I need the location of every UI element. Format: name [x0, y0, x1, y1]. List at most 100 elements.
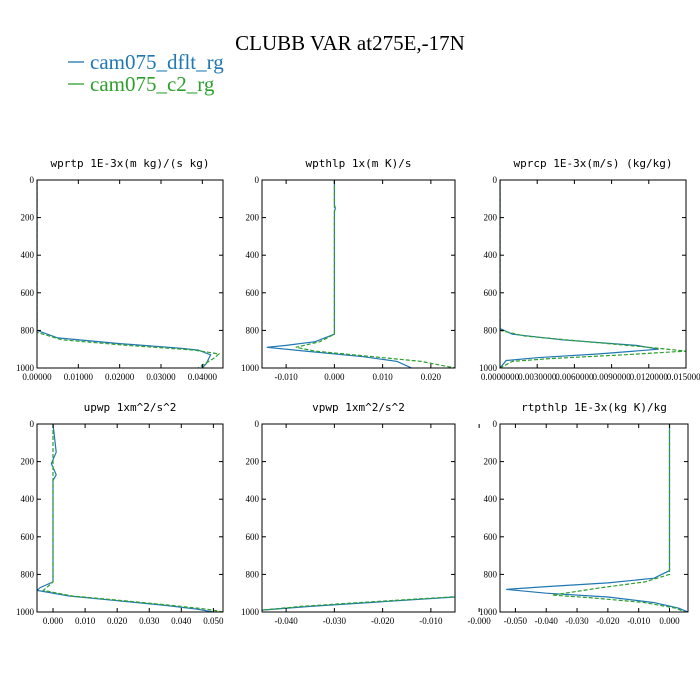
y-tick-label: 400 — [246, 250, 260, 260]
y-tick-label: 400 — [21, 494, 35, 504]
x-tick-label: -0.020 — [596, 616, 620, 626]
y-tick-label: 0 — [255, 175, 260, 185]
y-tick-label: 1000 — [16, 607, 35, 617]
y-tick-label: 200 — [246, 213, 260, 223]
y-tick-label: 200 — [21, 213, 35, 223]
x-tick-label: -0.030 — [565, 616, 589, 626]
x-tick-label: 0.0000000 — [481, 372, 520, 382]
plot-frame — [261, 423, 456, 613]
panel-title: wpthlp 1x(m K)/s — [306, 157, 412, 170]
series-line-dflt — [500, 180, 659, 368]
x-tick-label: 0.02000 — [105, 372, 135, 382]
series-line-dflt — [266, 180, 412, 368]
y-tick-label: 800 — [246, 325, 260, 335]
panel-1: wprtp 1E-3x(m kg)/(s kg) 0 200 400 600 800 100… — [16, 157, 224, 382]
plot-frame — [261, 179, 456, 369]
legend-label-dflt: cam075_dflt_rg — [90, 50, 224, 74]
y-tick-label: 1000 — [241, 607, 260, 617]
x-tick-label: 0.010 — [75, 616, 96, 626]
y-tick-label: 600 — [21, 288, 35, 298]
y-tick-label: 1000 — [16, 363, 35, 373]
x-tick-label: 0.03000 — [146, 372, 176, 382]
y-tick-label: 400 — [484, 494, 498, 504]
y-tick-label: 800 — [484, 325, 498, 335]
panel-2: wpthlp 1x(m K)/s 0 200 400 600 800 1000 -0.010 0… — [241, 157, 456, 382]
plot-frame — [499, 423, 689, 613]
x-tick-label: 0.050 — [203, 616, 224, 626]
x-tick-label: 0.000 — [43, 616, 64, 626]
y-tick-label: 600 — [246, 532, 260, 542]
panel-title: wprtp 1E-3x(m kg)/(s kg) — [51, 157, 210, 170]
y-tick-label: 0 — [493, 419, 498, 429]
y-tick-label: 1000 — [241, 363, 260, 373]
x-tick-label: -0.030 — [323, 616, 347, 626]
x-tick-label: 0.000 — [324, 372, 345, 382]
x-tick-label: 0.01000 — [64, 372, 94, 382]
y-tick-label: 800 — [21, 569, 35, 579]
x-tick-label: -0.050 — [504, 616, 528, 626]
panel-title: upwp 1xm^2/s^2 — [84, 401, 177, 414]
y-tick-label: 800 — [21, 325, 35, 335]
x-tick-label: -0.020 — [371, 616, 395, 626]
y-tick-label: 600 — [246, 288, 260, 298]
y-tick-label: 400 — [246, 494, 260, 504]
y-tick-label: 0 — [255, 419, 260, 429]
y-tick-label: 600 — [484, 288, 498, 298]
y-tick-label: 0 — [30, 419, 35, 429]
x-tick-label: 0.030 — [139, 616, 160, 626]
y-tick-label: 600 — [21, 532, 35, 542]
x-tick-label: 0.04000 — [188, 372, 218, 382]
y-tick-label: 200 — [246, 457, 260, 467]
x-tick-label: 0.0150000 — [667, 372, 700, 382]
plot-frame — [499, 179, 687, 369]
x-tick-label: 0.000 — [659, 616, 680, 626]
x-tick-label: 0.00000 — [22, 372, 52, 382]
panel-title: rtpthlp 1E-3x(kg K)/kg — [521, 401, 667, 414]
series-line-c2 — [42, 424, 223, 612]
x-tick-label: -0.040 — [535, 616, 559, 626]
plot-frame — [36, 179, 224, 369]
y-tick-label: 400 — [484, 250, 498, 260]
panel-title: wprcp 1E-3x(m/s) (kg/kg) — [514, 157, 673, 170]
y-tick-label: 800 — [484, 569, 498, 579]
series-line-dflt — [37, 424, 214, 612]
panel-grid: wprtp 1E-3x(m kg)/(s kg) 0 200 400 600 800 100… — [16, 157, 700, 626]
x-tick-label: 0.020 — [107, 616, 128, 626]
y-tick-label: 1000 — [479, 363, 498, 373]
x-tick-label: -0.000 — [468, 616, 492, 626]
x-tick-label: 0.040 — [171, 616, 192, 626]
panel-title: vpwp 1xm^2/s^2 — [312, 401, 405, 414]
x-tick-label: 0.0090000 — [592, 372, 631, 382]
x-tick-label: -0.010 — [419, 616, 443, 626]
y-tick-label: 0 — [30, 175, 35, 185]
series-line-dflt — [262, 596, 455, 611]
y-tick-label: 200 — [484, 457, 498, 467]
panel-4: upwp 1xm^2/s^2 0 200 400 600 800 1000 0.000 0.01… — [16, 401, 224, 626]
x-tick-label: 0.010 — [373, 372, 394, 382]
x-tick-label: 0.0120000 — [630, 372, 669, 382]
series-line-c2 — [500, 180, 686, 368]
figure-legend: cam075_dflt_rg cam075_c2_rg — [68, 50, 224, 96]
series-line-c2 — [37, 180, 221, 368]
panel-6: rtpthlp 1E-3x(kg K)/kg02004006008001000-… — [479, 401, 689, 626]
x-tick-label: 0.020 — [421, 372, 442, 382]
series-line-c2 — [552, 424, 686, 612]
series-line-c2 — [262, 595, 455, 611]
series-line-c2 — [295, 180, 455, 368]
panel-3: wprcp 1E-3x(m/s) (kg/kg) 0 200 400 600 800 100… — [479, 157, 700, 382]
y-tick-label: 400 — [21, 250, 35, 260]
y-tick-label: 200 — [484, 213, 498, 223]
series-line-dflt — [37, 180, 212, 368]
x-tick-label: 0.0060000 — [555, 372, 594, 382]
y-tick-label: 600 — [484, 532, 498, 542]
series-line-dflt — [506, 424, 688, 612]
plot-frame — [36, 423, 224, 613]
figure-title: CLUBB VAR at275E,-17N — [235, 31, 465, 55]
legend-label-c2: cam075_c2_rg — [90, 72, 215, 96]
y-tick-label: 200 — [21, 457, 35, 467]
y-tick-label: 1000 — [479, 607, 498, 617]
x-tick-label: -0.010 — [627, 616, 651, 626]
x-tick-label: -0.010 — [275, 372, 299, 382]
x-tick-label: 0.0030000 — [518, 372, 557, 382]
